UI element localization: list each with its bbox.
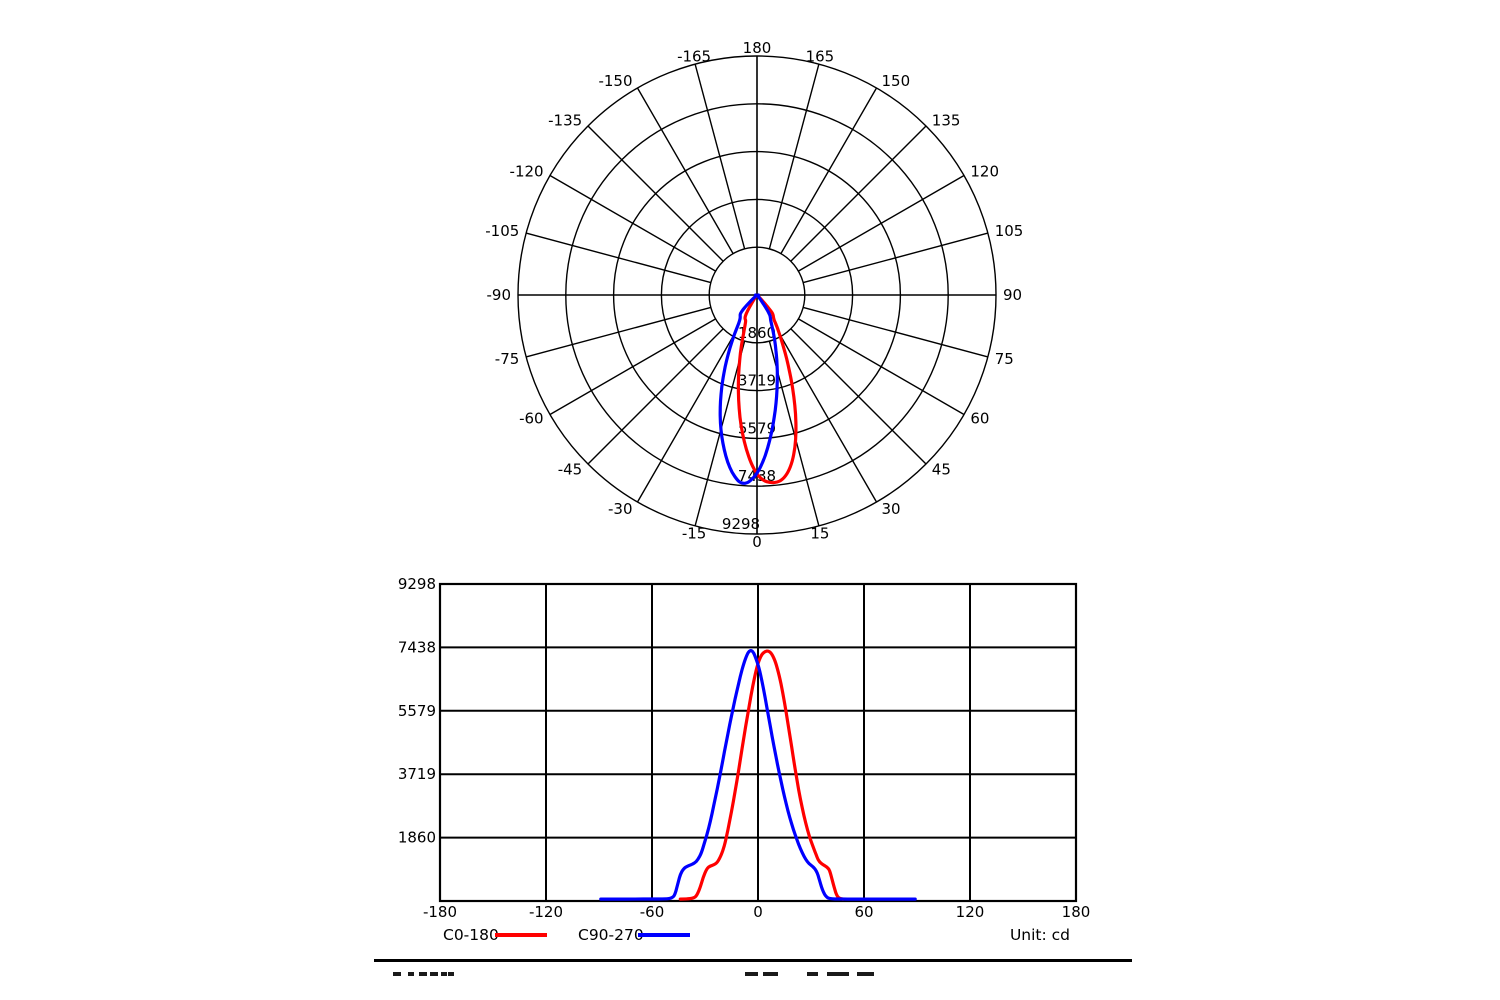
cartesian-plot-border: [438, 582, 1078, 903]
polar-grid-spoke: [780, 336, 878, 503]
polar-angle-tick-label: 105: [995, 222, 1024, 240]
polar-grid-spoke: [636, 87, 734, 254]
polar-angle-tick-label: -120: [510, 163, 544, 181]
polar-radial-tick-label: 3719: [738, 372, 776, 390]
polar-angle-tick-label: 180: [743, 39, 772, 57]
cartesian-x-tick-label: 60: [854, 903, 873, 921]
truncated-text-fragment: [408, 972, 414, 976]
truncated-text-fragment: [745, 972, 758, 976]
polar-angle-tick-label: 75: [995, 350, 1014, 368]
polar-grid-spoke: [780, 87, 878, 254]
polar-grid-spoke: [694, 63, 746, 249]
polar-grid-spoke: [790, 328, 927, 465]
truncated-text-fragment: [393, 972, 401, 976]
polar-grid-spoke: [768, 63, 820, 249]
truncated-text-fragment: [807, 972, 818, 976]
cartesian-x-tick-label: 180: [1062, 903, 1091, 921]
polar-grid-spoke: [587, 328, 724, 465]
polar-angle-tick-label: -105: [485, 222, 519, 240]
polar-angle-tick-label: 0: [752, 533, 762, 551]
polar-grid-spoke: [790, 125, 927, 262]
polar-grid-spoke: [803, 232, 989, 284]
polar-angle-tick-label: 15: [810, 525, 829, 543]
legend-label-c90-270: C90-270: [578, 926, 644, 944]
polar-angle-tick-label: -60: [519, 410, 544, 428]
cartesian-x-tick-label: -120: [529, 903, 563, 921]
horizontal-divider: [374, 959, 1132, 962]
polar-angle-tick-label: -15: [682, 525, 707, 543]
polar-angle-tick-label: 165: [806, 47, 835, 65]
polar-angle-tick-label: -165: [677, 47, 711, 65]
polar-grid-spoke: [798, 174, 965, 272]
polar-angle-tick-label: -135: [548, 111, 582, 129]
cartesian-curve-c0-180: [678, 649, 845, 901]
cartesian-x-tick-label: -60: [640, 903, 665, 921]
truncated-text-fragment: [827, 972, 849, 976]
polar-grid-spoke: [525, 306, 711, 358]
polar-curve-c0-180: [736, 294, 798, 485]
cartesian-y-tick-label: 3719: [398, 765, 436, 783]
truncated-text-fragment: [430, 972, 438, 976]
polar-grid-spoke: [803, 306, 989, 358]
polar-radial-tick-label: 1860: [738, 324, 776, 342]
polar-angle-tick-label: 30: [882, 500, 901, 518]
legend-label-c0-180: C0-180: [443, 926, 499, 944]
polar-curve-c90-270: [718, 293, 779, 485]
polar-grid-spoke: [549, 318, 716, 416]
truncated-text-fragment: [448, 972, 454, 976]
legend-swatch-c0-180: [495, 933, 547, 937]
cartesian-y-tick-label: 7438: [398, 638, 436, 656]
polar-grid-spoke: [636, 336, 734, 503]
polar-grid-spoke: [525, 232, 711, 284]
truncated-text-fragment: [763, 972, 778, 976]
polar-grid-spoke: [549, 174, 716, 272]
legend-swatch-c90-270: [638, 933, 690, 937]
polar-angle-tick-label: 135: [932, 111, 961, 129]
truncated-text-fragment: [419, 972, 427, 976]
polar-radial-tick-label: 9298: [722, 515, 760, 533]
polar-angle-tick-label: -90: [487, 286, 512, 304]
cartesian-y-tick-label: 1860: [398, 829, 436, 847]
polar-grid-spoke: [587, 125, 724, 262]
polar-angle-tick-label: 90: [1003, 286, 1022, 304]
truncated-text-fragment: [441, 972, 447, 976]
polar-angle-tick-label: 60: [970, 410, 989, 428]
polar-radial-tick-label: 5579: [738, 419, 776, 437]
polar-angle-tick-label: 45: [932, 461, 951, 479]
polar-angle-tick-label: -75: [495, 350, 520, 368]
polar-grid-spoke: [798, 318, 965, 416]
unit-label: Unit: cd: [1009, 926, 1070, 944]
cartesian-x-tick-label: -180: [423, 903, 457, 921]
truncated-text-fragment: [857, 972, 874, 976]
polar-angle-tick-label: 120: [970, 163, 999, 181]
cartesian-y-tick-label: 9298: [398, 575, 436, 593]
cartesian-x-tick-label: 0: [753, 903, 763, 921]
cartesian-curve-c90-270: [599, 649, 917, 901]
polar-angle-tick-label: -30: [608, 500, 633, 518]
polar-angle-tick-label: -150: [598, 72, 632, 90]
cartesian-x-tick-label: 120: [956, 903, 985, 921]
polar-angle-tick-label: -45: [558, 461, 583, 479]
polar-angle-tick-label: 150: [882, 72, 911, 90]
cartesian-y-tick-label: 5579: [398, 702, 436, 720]
